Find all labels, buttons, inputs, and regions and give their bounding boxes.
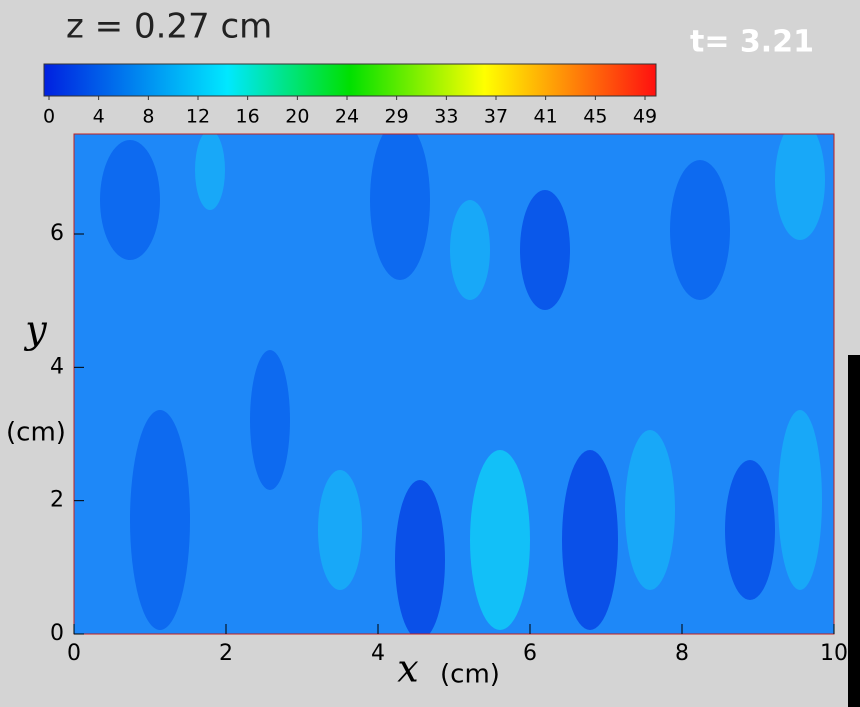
- y-tick-label: 2: [50, 488, 64, 513]
- x-tick-label: 2: [219, 641, 233, 666]
- time-annotation: t= 3.21: [690, 25, 814, 60]
- scrollbar[interactable]: [848, 355, 860, 707]
- y-tick-label: 0: [50, 621, 64, 646]
- colorbar-tick-label: 16: [236, 106, 260, 128]
- colorbar-tick-label: 37: [484, 106, 508, 128]
- y-axis-label: y: [23, 308, 47, 352]
- x-tick-label: 0: [67, 641, 81, 666]
- colorbar-tick-label: 41: [534, 106, 558, 128]
- colorbar-tick-label: 8: [142, 106, 154, 128]
- colorbar: [43, 63, 657, 97]
- colorbar-tick-label: 45: [583, 106, 607, 128]
- x-tick-label: 4: [371, 641, 385, 666]
- colorbar-tick-label: 33: [434, 106, 458, 128]
- y-tick-label: 4: [50, 354, 64, 379]
- x-tick-label: 6: [523, 641, 537, 666]
- plot-frame: [73, 133, 835, 635]
- colorbar-tick-label: 29: [385, 106, 409, 128]
- colorbar-tick-label: 24: [335, 106, 359, 128]
- contour-field: [74, 134, 834, 634]
- colorbar-tick-label: 20: [285, 106, 309, 128]
- y-axis-unit: (cm): [6, 418, 66, 448]
- x-axis-label: x: [397, 647, 418, 691]
- colorbar-tick-label: 0: [43, 106, 55, 128]
- x-axis-unit: (cm): [440, 660, 500, 690]
- colorbar-tick-label: 49: [633, 106, 657, 128]
- colorbar-tick-label: 4: [93, 106, 105, 128]
- colorbar-tick-label: 12: [186, 106, 210, 128]
- x-tick-label: 10: [820, 641, 848, 666]
- chart-title: z = 0.27 cm: [66, 7, 272, 47]
- y-tick-label: 6: [50, 221, 64, 246]
- x-tick-label: 8: [675, 641, 689, 666]
